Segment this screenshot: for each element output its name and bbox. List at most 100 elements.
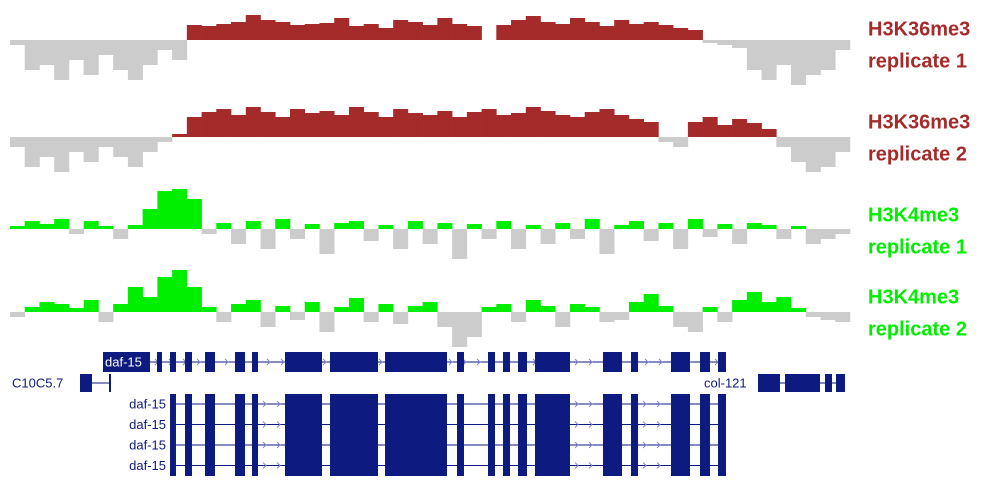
track-label: replicate 2 <box>868 143 967 165</box>
strand-arrow <box>642 421 647 428</box>
signal-bar <box>732 119 748 137</box>
signal-bar <box>201 112 217 137</box>
signal-bar <box>628 302 644 312</box>
strand-arrow <box>276 400 281 408</box>
signal-bar <box>157 191 173 229</box>
gene-label: C10C5.7 <box>12 375 63 390</box>
signal-bar <box>113 40 129 70</box>
signal-bar <box>570 304 586 312</box>
exon <box>535 455 570 476</box>
exon <box>535 394 570 415</box>
isoform-label: daf-15 <box>129 417 166 432</box>
signal-bar <box>702 229 718 237</box>
strand-arrow <box>656 462 661 469</box>
signal-bar <box>68 137 84 152</box>
signal-bar <box>24 40 40 70</box>
signal-bar <box>761 40 777 80</box>
signal-bar <box>805 229 821 244</box>
exon <box>330 455 378 476</box>
exon <box>170 414 176 435</box>
track-label: H3K4me3 <box>868 286 959 308</box>
exon <box>205 394 215 415</box>
exon <box>718 435 726 456</box>
signal-bar <box>481 307 497 312</box>
signal-bar <box>142 40 158 65</box>
signal-bar <box>127 137 143 167</box>
exon <box>700 455 710 476</box>
exon <box>205 352 215 372</box>
signal-bar <box>540 111 556 137</box>
signal-bar <box>525 225 541 229</box>
signal-bar <box>496 25 512 40</box>
signal-bar <box>260 312 276 327</box>
strand-arrow <box>642 441 647 449</box>
signal-bar <box>186 117 202 137</box>
signal-bar <box>54 304 70 312</box>
signal-bar <box>260 229 276 249</box>
strand-arrow <box>448 358 453 366</box>
signal-bar <box>290 25 306 40</box>
gene-label-box <box>103 352 150 372</box>
signal-bar <box>319 229 335 254</box>
track-label: replicate 1 <box>868 50 967 72</box>
exon <box>157 352 162 372</box>
exon <box>385 435 447 456</box>
signal-bar <box>216 24 232 40</box>
signal-bar <box>452 229 468 259</box>
signal-bar <box>113 137 129 157</box>
signal-bar <box>481 109 497 137</box>
exon <box>457 455 464 476</box>
exon <box>385 394 447 415</box>
signal-bar <box>39 40 55 65</box>
exon <box>718 414 726 435</box>
signal-bar <box>10 40 26 45</box>
signal-bar <box>732 300 748 312</box>
signal-bar <box>201 26 217 40</box>
exon <box>457 352 464 372</box>
strand-arrow <box>280 358 285 366</box>
signal-bar <box>201 307 217 312</box>
strand-arrow <box>656 441 661 449</box>
signal-bar <box>304 302 320 312</box>
exon <box>235 352 245 372</box>
signal-bar <box>39 137 55 157</box>
signal-bar <box>791 137 807 162</box>
exon <box>631 435 638 456</box>
signal-bar <box>186 25 202 40</box>
signal-bar <box>791 226 807 229</box>
exon <box>825 374 832 392</box>
signal-bar <box>437 111 453 137</box>
exon <box>671 352 690 372</box>
exon <box>671 435 690 456</box>
signal-bar <box>452 117 468 137</box>
signal-bar <box>231 304 247 312</box>
exon <box>700 352 710 372</box>
signal-bar <box>83 221 99 229</box>
signal-bar <box>702 40 718 43</box>
exon <box>700 394 710 415</box>
exon <box>170 435 176 456</box>
isoform-label: daf-15 <box>129 458 166 473</box>
signal-bar <box>584 112 600 137</box>
signal-bar <box>275 306 291 312</box>
track-label: H3K36me3 <box>868 111 970 133</box>
signal-bar <box>511 229 527 249</box>
strand-arrow <box>276 421 281 428</box>
exon <box>631 455 638 476</box>
signal-bar <box>658 306 674 312</box>
strand-arrow <box>588 358 593 366</box>
strand-arrow <box>262 462 267 469</box>
signal-bar <box>776 40 792 65</box>
signal-bar <box>24 307 40 312</box>
signal-bar <box>113 229 129 239</box>
strand-arrow <box>588 400 593 408</box>
exon <box>758 374 780 392</box>
signal-bar <box>791 308 807 312</box>
track-label: H3K36me3 <box>868 18 970 40</box>
signal-bar <box>643 122 659 137</box>
signal-bar <box>24 137 40 167</box>
exon <box>503 394 510 415</box>
exon <box>80 374 92 392</box>
exon <box>631 394 638 415</box>
signal-bar <box>687 122 703 137</box>
